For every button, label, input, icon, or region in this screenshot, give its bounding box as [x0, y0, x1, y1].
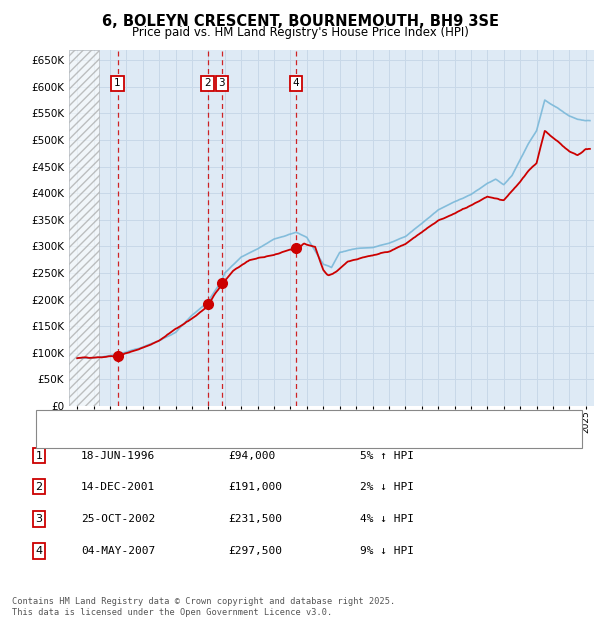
- Text: £191,000: £191,000: [228, 482, 282, 492]
- Text: 14-DEC-2001: 14-DEC-2001: [81, 482, 155, 492]
- Text: £297,500: £297,500: [228, 546, 282, 556]
- Text: 1: 1: [114, 79, 121, 89]
- Bar: [69, 50, 98, 406]
- Text: 3: 3: [35, 514, 43, 524]
- Text: 6, BOLEYN CRESCENT, BOURNEMOUTH, BH9 3SE: 6, BOLEYN CRESCENT, BOURNEMOUTH, BH9 3SE: [101, 14, 499, 29]
- Text: 4% ↓ HPI: 4% ↓ HPI: [360, 514, 414, 524]
- Text: 3: 3: [218, 79, 225, 89]
- Text: 18-JUN-1996: 18-JUN-1996: [81, 451, 155, 461]
- Text: 4: 4: [293, 79, 299, 89]
- Text: 9% ↓ HPI: 9% ↓ HPI: [360, 546, 414, 556]
- Text: 5% ↑ HPI: 5% ↑ HPI: [360, 451, 414, 461]
- Text: HPI: Average price, detached house, Bournemouth Christchurch and Poole: HPI: Average price, detached house, Bour…: [90, 432, 478, 441]
- Text: Contains HM Land Registry data © Crown copyright and database right 2025.
This d: Contains HM Land Registry data © Crown c…: [12, 598, 395, 617]
- Text: 6, BOLEYN CRESCENT, BOURNEMOUTH, BH9 3SE (detached house): 6, BOLEYN CRESCENT, BOURNEMOUTH, BH9 3SE…: [90, 417, 439, 427]
- Text: 1: 1: [35, 451, 43, 461]
- Text: £94,000: £94,000: [228, 451, 275, 461]
- Text: 2: 2: [35, 482, 43, 492]
- Text: 2% ↓ HPI: 2% ↓ HPI: [360, 482, 414, 492]
- Text: 4: 4: [35, 546, 43, 556]
- Text: £231,500: £231,500: [228, 514, 282, 524]
- Text: 2: 2: [205, 79, 211, 89]
- Text: 04-MAY-2007: 04-MAY-2007: [81, 546, 155, 556]
- Text: Price paid vs. HM Land Registry's House Price Index (HPI): Price paid vs. HM Land Registry's House …: [131, 26, 469, 39]
- Text: 25-OCT-2002: 25-OCT-2002: [81, 514, 155, 524]
